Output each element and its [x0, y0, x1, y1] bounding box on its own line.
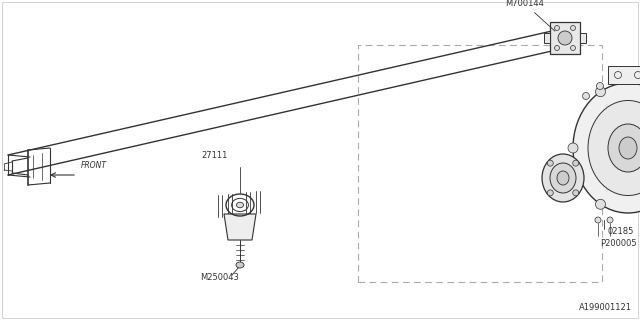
Text: P200005: P200005: [600, 239, 637, 249]
Ellipse shape: [588, 100, 640, 196]
Text: A199001121: A199001121: [579, 303, 632, 312]
Bar: [608, 66, 640, 84]
Ellipse shape: [570, 45, 575, 51]
Ellipse shape: [619, 137, 637, 159]
Ellipse shape: [237, 202, 243, 208]
Ellipse shape: [573, 83, 640, 213]
Ellipse shape: [547, 190, 553, 196]
Ellipse shape: [236, 262, 244, 268]
Ellipse shape: [595, 87, 605, 97]
Bar: [358, 45, 602, 282]
Ellipse shape: [558, 31, 572, 45]
Ellipse shape: [542, 154, 584, 202]
Ellipse shape: [554, 45, 559, 51]
Ellipse shape: [596, 83, 604, 90]
Bar: [550, 22, 580, 54]
Ellipse shape: [568, 143, 578, 153]
Ellipse shape: [607, 217, 613, 223]
Ellipse shape: [573, 190, 579, 196]
Polygon shape: [224, 214, 256, 240]
Ellipse shape: [550, 163, 576, 193]
Ellipse shape: [570, 26, 575, 30]
Text: 02185: 02185: [608, 228, 634, 236]
Ellipse shape: [557, 171, 569, 185]
Bar: [544, 33, 550, 43]
Text: 27111: 27111: [202, 151, 228, 160]
Ellipse shape: [595, 217, 601, 223]
Ellipse shape: [554, 26, 559, 30]
Ellipse shape: [547, 160, 553, 166]
Text: FRONT: FRONT: [81, 161, 107, 170]
Bar: [580, 33, 586, 43]
Ellipse shape: [582, 92, 589, 100]
Ellipse shape: [573, 160, 579, 166]
Ellipse shape: [595, 199, 605, 209]
Text: M250043: M250043: [200, 274, 239, 283]
Text: M700144: M700144: [505, 0, 555, 31]
Ellipse shape: [608, 124, 640, 172]
